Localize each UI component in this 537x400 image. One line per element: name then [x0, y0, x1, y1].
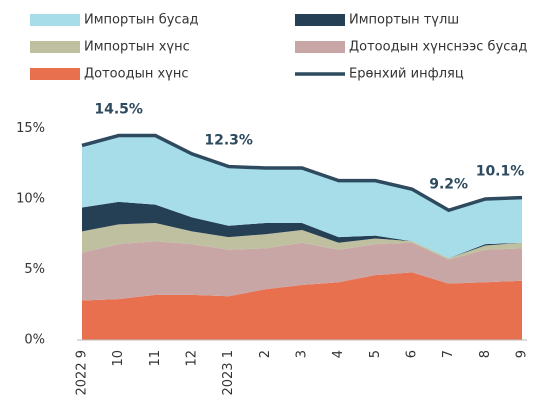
legend-label: Импортын хүнс — [84, 40, 190, 55]
value-label: 12.3% — [204, 133, 253, 149]
area — [82, 135, 522, 259]
legend-label: Импортын түлш — [349, 13, 459, 28]
y-tick-label: 15% — [16, 121, 45, 136]
x-tick-label: 3 — [295, 350, 310, 358]
area — [82, 241, 522, 301]
x-tick-label: 2023 1 — [221, 350, 236, 396]
legend-swatch — [30, 41, 80, 53]
legend-label: Импортын бусад — [84, 13, 199, 28]
x-tick-label: 4 — [331, 350, 346, 358]
legend-label: Ерөнхий инфляц — [349, 67, 464, 82]
x-tick-label: 9 — [515, 350, 530, 358]
area — [82, 272, 522, 340]
area — [82, 201, 522, 259]
value-label: 9.2% — [429, 176, 468, 192]
legend: Импортын бусад Импортын түлш Импортын хүнс… — [0, 5, 537, 91]
value-label: 14.5% — [94, 102, 143, 118]
x-tick-label: 10 — [111, 350, 126, 367]
x-tick-label: 2 — [258, 350, 273, 358]
legend-swatch — [30, 68, 80, 80]
legend-label: Дотоодын хүнснээс бусад — [349, 40, 527, 55]
x-tick-label: 5 — [368, 350, 383, 358]
y-tick-label: 0% — [24, 333, 45, 348]
x-tick-label: 11 — [148, 350, 163, 367]
x-tick-label: 12 — [185, 350, 200, 367]
area — [82, 222, 522, 260]
legend-label: Дотоодын хүнс — [84, 67, 189, 82]
x-tick-label: 8 — [478, 350, 493, 358]
x-tick-label: 2022 9 — [75, 350, 90, 396]
legend-swatch — [30, 14, 80, 26]
value-label: 10.1% — [476, 164, 525, 180]
legend-swatch — [295, 41, 345, 53]
x-tick-label: 7 — [441, 350, 456, 358]
y-tick-label: 10% — [16, 192, 45, 207]
legend-swatch — [295, 14, 345, 26]
x-tick-label: 6 — [405, 350, 420, 358]
line — [81, 133, 523, 213]
y-tick-label: 5% — [24, 262, 45, 277]
legend-bg — [0, 5, 537, 91]
